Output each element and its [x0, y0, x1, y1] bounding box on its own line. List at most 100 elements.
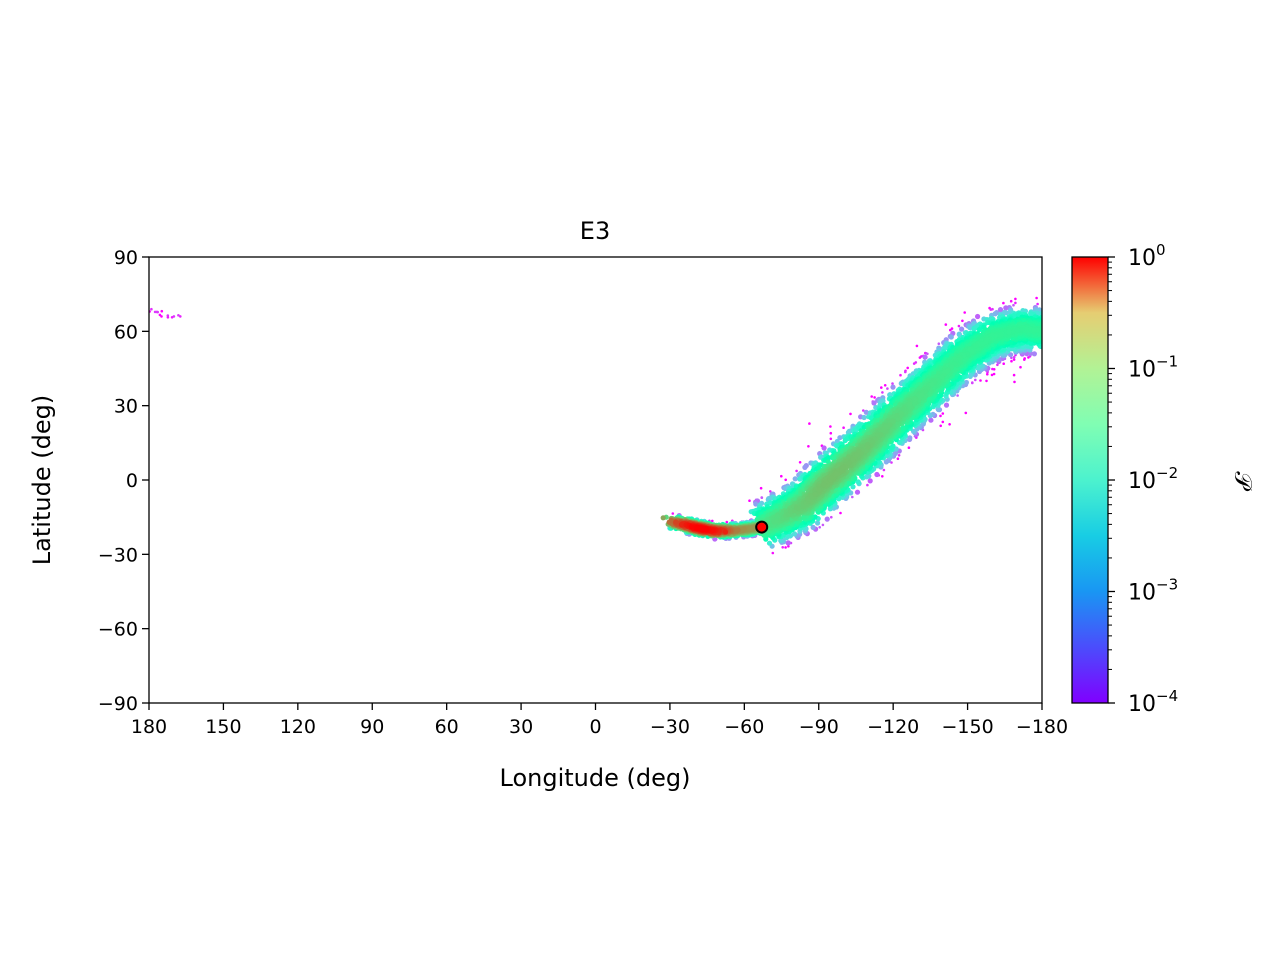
density-point: [660, 515, 666, 521]
density-point: [1014, 297, 1017, 301]
density-point: [808, 422, 811, 425]
density-point: [907, 446, 911, 450]
density-point: [964, 411, 968, 415]
density-point: [791, 531, 798, 537]
density-point: [837, 435, 843, 441]
density-point: [974, 378, 977, 382]
density-point: [753, 501, 759, 507]
density-point: [985, 379, 988, 383]
density-point: [741, 526, 747, 532]
density-point: [979, 379, 982, 382]
density-point: [784, 546, 787, 549]
density-point: [890, 384, 896, 390]
density-point: [939, 424, 942, 428]
density-point: [881, 391, 884, 394]
density-point: [749, 525, 755, 532]
density-point: [821, 523, 825, 527]
density-point: [1013, 380, 1016, 384]
density-point: [991, 367, 994, 371]
density-point: [865, 444, 871, 450]
density-point: [956, 394, 959, 397]
density-point: [948, 334, 954, 340]
density-point: [849, 412, 852, 416]
density-point: [926, 352, 929, 356]
density-point: [829, 425, 832, 428]
density-point: [949, 328, 952, 332]
density-point: [816, 487, 822, 493]
density-point: [1014, 327, 1021, 333]
density-point: [830, 515, 833, 519]
density-point: [781, 546, 784, 549]
density-point: [996, 363, 999, 367]
density-point: [774, 512, 780, 518]
density-point: [150, 307, 153, 311]
density-point: [725, 520, 729, 524]
density-point: [1006, 329, 1012, 335]
density-point: [818, 526, 821, 529]
density-point: [992, 372, 996, 376]
density-point: [957, 324, 961, 328]
density-point: [986, 372, 989, 376]
density-point: [868, 415, 874, 421]
density-point: [829, 437, 833, 441]
density-point: [944, 323, 948, 326]
density-point: [944, 368, 951, 374]
density-point: [881, 475, 884, 478]
density-point: [158, 313, 162, 317]
density-point: [862, 409, 865, 412]
density-point: [997, 307, 1004, 313]
density-point: [1023, 357, 1026, 360]
density-point: [886, 387, 889, 390]
density-point: [1031, 351, 1037, 357]
density-point: [1012, 358, 1016, 361]
density-point: [963, 379, 970, 386]
density-point: [1014, 301, 1017, 305]
density-point: [956, 332, 963, 338]
density-point: [1035, 296, 1038, 300]
density-point: [882, 468, 886, 472]
density-point: [810, 524, 816, 531]
density-point: [842, 426, 845, 430]
density-point: [959, 326, 965, 332]
density-point: [906, 366, 909, 370]
density-point: [943, 402, 950, 408]
density-point: [941, 420, 945, 424]
density-point: [798, 461, 802, 464]
density-point: [890, 461, 893, 464]
density-point: [840, 464, 847, 470]
density-point: [937, 342, 941, 346]
density-point: [896, 457, 900, 461]
density-point: [671, 512, 675, 515]
density-point: [920, 355, 923, 358]
density-point: [899, 373, 902, 377]
density-point: [975, 313, 981, 320]
density-point: [854, 489, 861, 495]
density-point: [863, 409, 869, 415]
density-point: [971, 381, 974, 384]
density-point: [874, 471, 880, 478]
density-point: [759, 486, 763, 490]
density-point: [873, 396, 876, 399]
density-point: [769, 490, 772, 493]
density-point: [166, 314, 170, 317]
density-point: [1043, 301, 1046, 304]
density-point: [829, 475, 835, 481]
density-point: [967, 325, 973, 331]
density-point: [767, 500, 774, 506]
density-point: [792, 476, 798, 482]
density-point: [867, 478, 873, 484]
density-point: [780, 474, 783, 478]
density-point: [961, 319, 964, 323]
density-point: [984, 336, 990, 342]
density-point: [1019, 365, 1022, 369]
density-point: [1010, 359, 1013, 363]
density-point: [880, 386, 883, 389]
density-point: [826, 455, 832, 461]
density-point: [784, 478, 787, 482]
density-point: [1036, 302, 1039, 306]
density-point: [907, 401, 913, 407]
density-point: [155, 310, 158, 314]
density-point: [928, 417, 934, 423]
density-point: [904, 370, 907, 374]
density-point: [1019, 326, 1025, 332]
